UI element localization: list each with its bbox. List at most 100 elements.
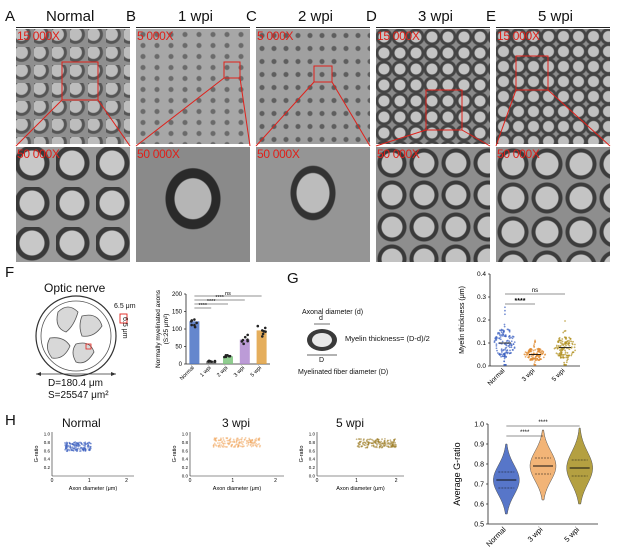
data-point bbox=[80, 442, 83, 445]
data-point bbox=[360, 438, 362, 440]
fascicle bbox=[56, 306, 79, 333]
data-point bbox=[252, 444, 254, 446]
y-tick-label: 0.6 bbox=[309, 448, 316, 453]
zoom-connector bbox=[239, 77, 251, 147]
data-point bbox=[495, 336, 497, 339]
data-point bbox=[392, 443, 395, 446]
data-point bbox=[358, 438, 361, 441]
data-point bbox=[495, 344, 498, 347]
data-point bbox=[562, 331, 565, 334]
data-point bbox=[534, 359, 537, 362]
data-point bbox=[218, 442, 221, 444]
data-point bbox=[558, 352, 561, 355]
data-point bbox=[567, 358, 569, 361]
zoom-connector bbox=[547, 89, 611, 147]
data-point bbox=[65, 446, 67, 448]
data-point bbox=[532, 357, 535, 360]
data-point bbox=[255, 444, 258, 447]
data-point bbox=[393, 438, 395, 441]
data-point bbox=[360, 445, 363, 448]
data-point bbox=[503, 360, 505, 363]
thickness-formula: Myelin thickness= (D-d)/2 bbox=[345, 334, 430, 343]
data-point bbox=[259, 444, 262, 447]
data-point bbox=[370, 442, 373, 445]
data-point bbox=[510, 336, 512, 339]
x-axis-label: Axon diameter (μm) bbox=[336, 486, 385, 492]
data-point bbox=[374, 442, 377, 445]
data-point bbox=[527, 356, 530, 359]
data-point bbox=[511, 349, 514, 351]
data-point bbox=[190, 319, 194, 322]
em-low-mag-2wpi: 5 000X bbox=[256, 29, 370, 144]
category-label: 3 wpi bbox=[521, 367, 537, 383]
data-point bbox=[249, 444, 252, 447]
data-point bbox=[362, 443, 365, 446]
y-axis-label: Myelin thickness (μm) bbox=[459, 286, 466, 354]
data-point bbox=[505, 355, 508, 358]
sig-label: **** bbox=[199, 303, 208, 309]
data-point bbox=[246, 445, 249, 447]
mag-label: 15 000X bbox=[17, 29, 60, 43]
data-point bbox=[222, 437, 225, 439]
data-point bbox=[386, 442, 389, 445]
data-point bbox=[562, 343, 565, 346]
panel-label-g: G bbox=[287, 270, 299, 287]
em-low-mag-normal: 15 000X bbox=[16, 29, 130, 144]
data-point bbox=[387, 441, 390, 444]
category-label: 3 wpi bbox=[233, 365, 246, 378]
data-point bbox=[82, 449, 85, 452]
bar bbox=[223, 356, 233, 364]
y-axis-label: G-ratio bbox=[299, 446, 305, 463]
y-tick-label: 0.4 bbox=[44, 457, 51, 462]
data-point bbox=[214, 444, 217, 446]
data-point bbox=[243, 439, 246, 441]
data-point bbox=[504, 352, 506, 355]
zoom-overlays bbox=[15, 55, 611, 147]
y-tick-label: 50 bbox=[175, 345, 182, 351]
data-point bbox=[383, 445, 386, 447]
axon-core bbox=[312, 333, 332, 347]
x-tick-label: 1 bbox=[355, 478, 358, 484]
data-point bbox=[69, 447, 72, 450]
data-point bbox=[530, 348, 533, 351]
fascicle bbox=[79, 314, 103, 337]
data-point bbox=[229, 437, 232, 440]
data-point bbox=[215, 440, 218, 442]
data-point bbox=[513, 341, 516, 344]
data-point bbox=[80, 446, 83, 449]
x-axis-label: Axon diameter (μm) bbox=[69, 486, 118, 492]
y-tick-label: 0.8 bbox=[182, 440, 189, 445]
data-point bbox=[195, 321, 198, 325]
optic-nerve-title: Optic nerve bbox=[44, 281, 106, 295]
data-point bbox=[235, 443, 238, 446]
em-high-mag-3wpi: 50 000X bbox=[376, 147, 490, 262]
data-point bbox=[502, 355, 504, 358]
data-point bbox=[232, 438, 235, 441]
scatter-title-3wpi: 3 wpi bbox=[222, 416, 251, 430]
data-point bbox=[258, 439, 261, 442]
data-point bbox=[247, 441, 250, 444]
data-point bbox=[219, 446, 222, 448]
em-low-mag-3wpi: 15 000X bbox=[376, 29, 490, 144]
data-point bbox=[84, 448, 87, 451]
data-point bbox=[565, 337, 568, 340]
data-point bbox=[564, 353, 567, 355]
data-point bbox=[508, 346, 511, 349]
data-point bbox=[563, 361, 566, 364]
y-tick-label: 200 bbox=[172, 292, 183, 298]
data-point bbox=[240, 440, 243, 443]
data-point bbox=[374, 440, 376, 443]
data-point bbox=[249, 441, 252, 444]
data-point bbox=[223, 445, 226, 448]
panel-label-h: H bbox=[5, 412, 16, 429]
data-point bbox=[380, 440, 383, 443]
panel-label-b: B bbox=[126, 8, 137, 25]
data-point bbox=[230, 444, 233, 447]
data-point bbox=[568, 348, 571, 351]
data-point bbox=[541, 352, 544, 355]
data-point bbox=[510, 343, 513, 345]
legend-box-icon bbox=[119, 313, 128, 324]
data-point bbox=[506, 349, 508, 352]
sig-label: **** bbox=[520, 430, 530, 436]
data-point bbox=[387, 445, 390, 448]
